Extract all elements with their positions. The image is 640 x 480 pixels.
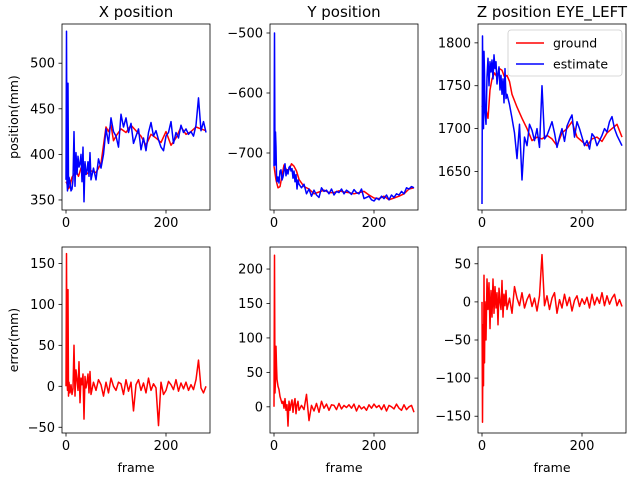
y-tick-label: 150 xyxy=(238,297,263,312)
x-tick-label: 200 xyxy=(570,439,595,454)
y-tick-label: 400 xyxy=(30,148,55,163)
y-tick-label: 150 xyxy=(30,257,55,272)
x-tick-label: 200 xyxy=(570,216,595,231)
x-position-subplot: 0 200 350 400 450 500 X position position(mm) xyxy=(6,3,211,231)
y-tick-label: 1650 xyxy=(438,165,471,180)
x-error-error-line xyxy=(65,252,207,427)
y-tick-label: 100 xyxy=(238,331,263,346)
z-position-axes-frame xyxy=(477,23,627,211)
x-axis-label: frame xyxy=(325,460,362,475)
z-position-subplot: 0 200 1650 1700 1750 1800 Z position EYE_LEFTg… xyxy=(438,3,628,231)
x-position-title: X position xyxy=(99,3,173,21)
y-tick-label: −150 xyxy=(435,410,471,425)
y-tick-label: −50 xyxy=(444,334,471,349)
z-position-title: Z position EYE_LEFT xyxy=(477,3,628,22)
y-tick-label: −600 xyxy=(227,87,263,102)
x-tick-label: 200 xyxy=(154,216,179,231)
y-error-axes-frame xyxy=(269,246,419,434)
y-axis-label: error(mm) xyxy=(6,308,21,372)
x-axis-label: frame xyxy=(533,460,570,475)
x-tick-label: 0 xyxy=(62,216,70,231)
x-tick-label: 0 xyxy=(478,439,486,454)
legend-label-ground: ground xyxy=(553,36,597,51)
y-tick-label: 200 xyxy=(238,263,263,278)
y-tick-label: −50 xyxy=(28,421,55,436)
y-tick-label: −500 xyxy=(227,27,263,42)
y-tick-label: −100 xyxy=(435,372,471,387)
y-position-axes-frame xyxy=(269,23,419,211)
x-tick-label: 0 xyxy=(478,216,486,231)
y-position-estimate-line xyxy=(273,32,415,202)
y-axis-label: position(mm) xyxy=(6,75,21,159)
y-position-subplot: 0 200 −500 −600 −700 Y position xyxy=(227,3,419,231)
z-error-subplot: 0 200 50 0 −50 −100 −150 frame xyxy=(435,246,627,475)
y-tick-label: 100 xyxy=(30,298,55,313)
y-tick-label: 1700 xyxy=(438,122,471,137)
x-tick-label: 200 xyxy=(362,216,387,231)
y-tick-label: 1750 xyxy=(438,79,471,94)
x-tick-label: 0 xyxy=(270,216,278,231)
x-axis-label: frame xyxy=(117,460,154,475)
y-tick-label: 450 xyxy=(30,102,55,117)
y-position-title: Y position xyxy=(306,3,380,21)
y-tick-label: 0 xyxy=(463,295,471,310)
y-tick-label: −700 xyxy=(227,147,263,162)
x-tick-label: 0 xyxy=(62,439,70,454)
x-position-estimate-line xyxy=(65,30,207,203)
y-tick-label: 50 xyxy=(38,339,55,354)
x-error-axes-frame xyxy=(61,246,211,434)
z-error-axes-frame xyxy=(477,246,627,434)
y-tick-label: 0 xyxy=(255,400,263,415)
x-error-subplot: 0 200 −50 0 50 100 150 frame error(mm) xyxy=(6,246,211,475)
z-position-estimate-line xyxy=(481,35,623,205)
y-error-error-line xyxy=(273,254,415,427)
legend-label-estimate: estimate xyxy=(553,57,608,72)
y-tick-label: 0 xyxy=(47,380,55,395)
y-tick-label: 50 xyxy=(246,366,263,381)
y-tick-label: 50 xyxy=(454,257,471,272)
z-error-error-line xyxy=(481,253,623,424)
y-tick-label: 1800 xyxy=(438,36,471,51)
y-tick-label: 500 xyxy=(30,57,55,72)
x-tick-label: 0 xyxy=(270,439,278,454)
y-tick-label: 350 xyxy=(30,193,55,208)
x-tick-label: 200 xyxy=(154,439,179,454)
x-position-axes-frame xyxy=(61,23,211,211)
legend: ground estimate xyxy=(507,29,623,77)
x-tick-label: 200 xyxy=(362,439,387,454)
